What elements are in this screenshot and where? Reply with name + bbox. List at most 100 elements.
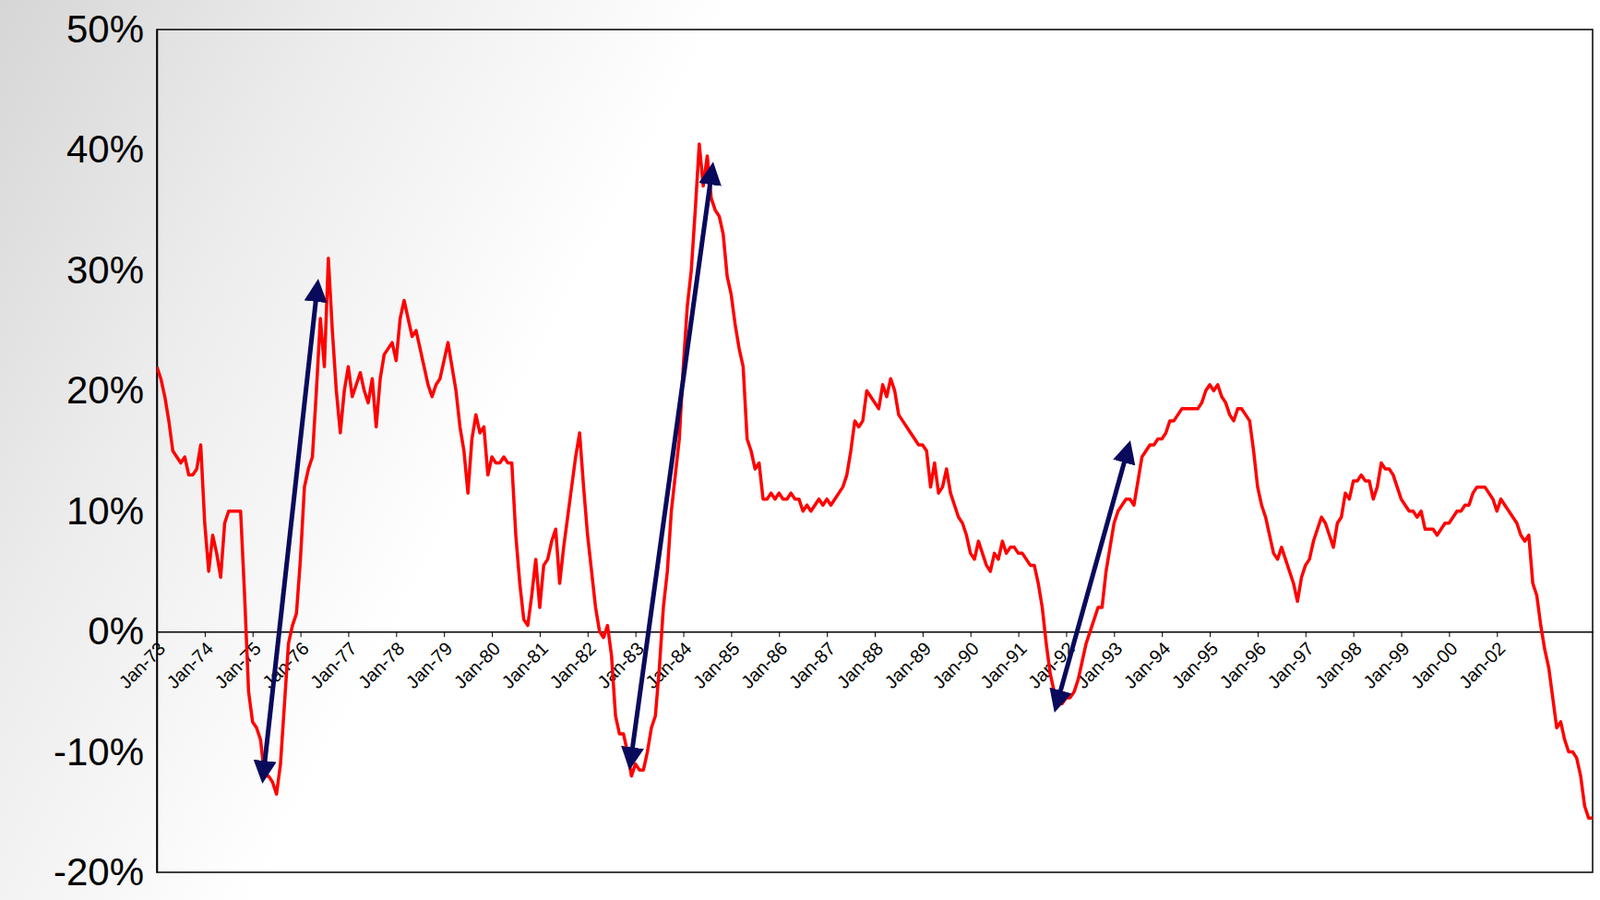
arrow [630,170,712,761]
y-tick: 10% [66,489,157,533]
x-tick-mark [443,631,445,637]
x-tick-mark [300,631,302,637]
x-tick-mark [156,631,158,637]
x-tick-mark [635,631,637,637]
y-tick: 20% [66,368,157,412]
x-tick: Jan-91 [976,631,1031,693]
x-tick-mark [252,631,254,637]
x-tick: Jan-90 [928,631,983,693]
y-tick: 50% [66,7,157,51]
x-tick: Jan-78 [354,631,409,693]
x-tick-mark [1496,631,1498,637]
x-tick-mark [395,631,397,637]
x-tick: Jan-02 [1455,631,1510,693]
x-tick-label: Jan-80 [449,637,504,693]
x-tick-mark [1161,631,1163,637]
x-tick-mark [1257,631,1259,637]
y-tick-label: 30% [66,248,144,292]
x-tick: Jan-99 [1359,631,1414,693]
y-axis: -20% -10% 0% 10% 20% 30% 40% 50% [53,7,158,894]
x-tick: Jan-88 [832,631,887,693]
y-tick-label: 0% [87,608,144,653]
y-tick-label: -10% [53,729,144,774]
x-tick-mark [683,631,685,637]
x-tick-label: Jan-84 [641,637,696,693]
x-tick-label: Jan-77 [306,637,361,693]
plot-frame [156,29,1593,872]
y-tick: -20% [53,849,157,894]
x-tick-mark [204,631,206,637]
y-tick: 40% [66,127,157,171]
x-tick-label: Jan-74 [162,637,217,693]
x-tick: Jan-94 [1120,631,1175,693]
x-tick-label: Jan-89 [880,637,935,693]
x-tick: Jan-98 [1311,631,1366,693]
x-tick-mark [539,631,541,637]
x-axis: Jan-73Jan-74Jan-75Jan-76Jan-77Jan-78Jan-… [114,631,1593,693]
y-tick-label: 40% [66,127,144,171]
x-tick: Jan-87 [785,631,840,693]
arrow [262,287,317,775]
line [156,143,1593,818]
chart: -20%-10%0%10%20%30%40%50%Jan-73Jan-74Jan… [0,0,1600,900]
x-tick: Jan-81 [497,631,552,693]
x-tick-mark [1113,631,1115,637]
x-tick-mark [1065,631,1067,637]
x-tick: Jan-95 [1167,631,1222,693]
x-tick-label: Jan-00 [1407,637,1462,693]
x-tick-mark [347,631,349,637]
x-tick-label: Jan-99 [1359,637,1414,693]
x-tick-label: Jan-75 [210,637,265,693]
x-tick-label: Jan-96 [1215,637,1270,693]
x-tick-mark [874,631,876,637]
x-tick-label: Jan-88 [832,637,887,693]
y-axis-line [156,30,159,873]
x-tick: Jan-89 [880,631,935,693]
x-tick-mark [1353,631,1355,637]
x-tick-label: Jan-91 [976,637,1031,693]
x-tick: Jan-85 [689,631,744,693]
x-tick: Jan-80 [449,631,504,693]
x-tick: Jan-97 [1263,631,1318,693]
x-tick-mark [1305,631,1307,637]
data-area [156,143,1593,818]
plot: -20%-10%0%10%20%30%40%50%Jan-73Jan-74Jan… [53,7,1594,894]
x-tick-label: Jan-73 [114,637,169,693]
y-tick-label: 10% [66,489,144,533]
x-tick-label: Jan-02 [1455,637,1510,693]
y-tick: -10% [53,729,157,774]
x-tick-mark [1018,631,1020,637]
x-tick-mark [730,631,732,637]
x-tick-mark [1401,631,1403,637]
x-tick-label: Jan-97 [1263,637,1318,693]
x-tick-mark [1448,631,1450,637]
x-tick: Jan-74 [162,631,217,693]
x-tick-label: Jan-90 [928,637,983,693]
y-tick: 30% [66,248,157,292]
x-tick-mark [970,631,972,637]
x-tick-mark [1209,631,1211,637]
annotation-arrows [262,170,1128,775]
x-tick-label: Jan-98 [1311,637,1366,693]
x-tick-label: Jan-82 [545,637,600,693]
x-tick-label: Jan-81 [497,637,552,693]
background [0,0,1600,900]
x-tick-mark [778,631,780,637]
x-tick-mark [826,631,828,637]
x-tick: Jan-73 [114,631,169,693]
x-tick: Jan-79 [402,631,457,693]
x-tick-label: Jan-85 [689,637,744,693]
x-tick-label: Jan-87 [785,637,840,693]
x-tick: Jan-93 [1072,631,1127,693]
x-tick: Jan-86 [737,631,792,693]
x-tick: Jan-75 [210,631,265,693]
x-tick-mark [922,631,924,637]
x-tick: Jan-82 [545,631,600,693]
y-tick-label: 20% [66,368,144,412]
x-tick-label: Jan-95 [1167,637,1222,693]
x-tick-label: Jan-78 [354,637,409,693]
arrow [1056,449,1128,705]
x-tick: Jan-00 [1407,631,1462,693]
y-tick-label: 50% [66,7,144,51]
x-tick-mark [491,631,493,637]
